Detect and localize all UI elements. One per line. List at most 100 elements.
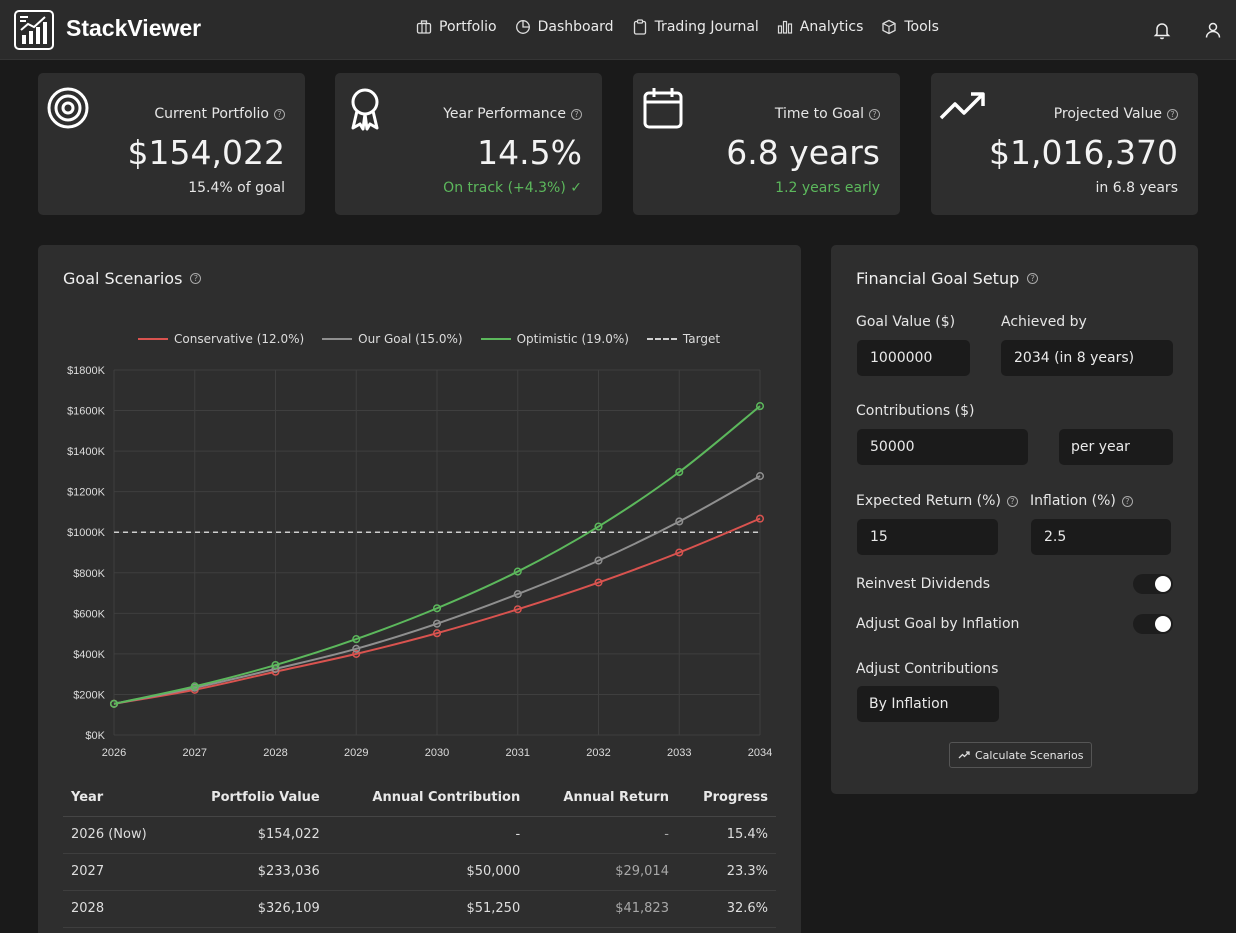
pie-icon bbox=[515, 20, 530, 34]
nav-analytics[interactable]: Analytics bbox=[777, 19, 863, 35]
help-icon[interactable]: ? bbox=[869, 108, 880, 120]
y-tick-label: $0K bbox=[85, 730, 105, 742]
table-cell: $233,036 bbox=[175, 853, 328, 891]
achieved-by-select[interactable]: 2034 (in 8 years) bbox=[1001, 340, 1173, 376]
goal-value-label: Goal Value ($) bbox=[856, 314, 956, 330]
cube-icon bbox=[882, 19, 897, 35]
calendar-icon bbox=[643, 88, 683, 129]
adjust-contributions-label: Adjust Contributions bbox=[856, 661, 999, 677]
legend-item-conservative[interactable]: Conservative (12.0%) bbox=[138, 332, 304, 346]
data-point bbox=[594, 522, 603, 531]
inflation-label: Inflation (%)? bbox=[1030, 493, 1133, 509]
logo-icon[interactable] bbox=[14, 10, 54, 50]
legend-item-optimistic[interactable]: Optimistic (19.0%) bbox=[480, 332, 629, 346]
x-tick-label: 2027 bbox=[183, 747, 207, 759]
y-tick-label: $200K bbox=[73, 689, 105, 701]
x-tick-label: 2028 bbox=[263, 747, 287, 759]
calculate-scenarios-button[interactable]: Calculate Scenarios bbox=[949, 742, 1093, 768]
data-point bbox=[755, 514, 765, 523]
legend-label: Our Goal (15.0%) bbox=[358, 332, 463, 346]
data-point bbox=[755, 402, 765, 411]
goal-scenarios-card: Goal Scenarios? Conservative (12.0%) Our… bbox=[38, 245, 801, 933]
legend-swatch bbox=[480, 338, 511, 340]
contributions-input[interactable]: 50000 bbox=[857, 429, 1028, 465]
stat-card-year-performance: Year Performance? 14.5% On track (+4.3%)… bbox=[335, 73, 602, 215]
y-tick-label: $1600K bbox=[67, 406, 106, 418]
stat-label: Current Portfolio? bbox=[154, 106, 285, 122]
goal-value-input[interactable]: 1000000 bbox=[857, 340, 970, 376]
inflation-input[interactable]: 2.5 bbox=[1031, 519, 1171, 555]
legend-swatch bbox=[646, 338, 677, 340]
achieved-by-label: Achieved by bbox=[1001, 314, 1087, 330]
table-cell: $154,022 bbox=[175, 816, 328, 854]
bell-icon[interactable] bbox=[1152, 20, 1172, 40]
data-point bbox=[513, 605, 522, 614]
expected-return-input[interactable]: 15 bbox=[857, 519, 998, 555]
stat-sub: in 6.8 years bbox=[1095, 180, 1178, 196]
y-tick-label: $1800K bbox=[67, 365, 106, 377]
x-tick-label: 2026 bbox=[102, 747, 126, 759]
table-cell: 2028 bbox=[63, 890, 176, 928]
table-cell: 32.6% bbox=[676, 890, 776, 928]
legend-item-target[interactable]: Target bbox=[646, 332, 720, 346]
main-nav: Portfolio Dashboard Trading Journal Anal… bbox=[416, 19, 939, 35]
table-header: Progress bbox=[676, 780, 776, 817]
table-cell: 2026 (Now) bbox=[63, 816, 176, 854]
series-line-2 bbox=[113, 405, 761, 705]
table-cell: 2027 bbox=[63, 853, 176, 891]
stat-sub: 1.2 years early bbox=[775, 180, 880, 196]
legend-swatch bbox=[138, 338, 168, 340]
legend-item-our-goal[interactable]: Our Goal (15.0%) bbox=[322, 332, 463, 346]
adjust-contributions-select[interactable]: By Inflation bbox=[857, 686, 999, 722]
stat-label: Time to Goal? bbox=[775, 106, 880, 122]
data-point bbox=[432, 604, 442, 613]
x-tick-label: 2034 bbox=[748, 747, 772, 759]
contribution-frequency-select[interactable]: per year bbox=[1059, 429, 1173, 465]
x-tick-label: 2032 bbox=[586, 747, 610, 759]
trending-up-icon bbox=[958, 751, 970, 759]
table-cell: 23.3% bbox=[676, 853, 776, 891]
stat-label-text: Projected Value bbox=[1053, 106, 1162, 122]
y-tick-label: $1000K bbox=[67, 527, 106, 539]
y-tick-label: $800K bbox=[73, 568, 105, 580]
nav-dashboard[interactable]: Dashboard bbox=[515, 19, 614, 35]
help-icon[interactable]: ? bbox=[571, 108, 582, 120]
expected-return-label: Expected Return (%)? bbox=[856, 493, 1018, 509]
briefcase-icon bbox=[416, 20, 432, 34]
table-cell: - bbox=[528, 816, 677, 854]
table-cell: 15.4% bbox=[676, 816, 776, 854]
goal-scenarios-title-text: Goal Scenarios bbox=[63, 269, 183, 288]
nav-trading-journal[interactable]: Trading Journal bbox=[632, 19, 759, 35]
x-tick-label: 2033 bbox=[667, 747, 691, 759]
brand-name[interactable]: StackViewer bbox=[66, 15, 202, 41]
nav-tools[interactable]: Tools bbox=[881, 19, 939, 35]
user-icon[interactable] bbox=[1203, 20, 1223, 40]
help-icon[interactable]: ? bbox=[1027, 273, 1039, 284]
table-row: 2026 (Now) $154,022 - - 15.4% bbox=[63, 816, 776, 854]
toggle-knob bbox=[1155, 576, 1171, 592]
data-point bbox=[352, 649, 361, 658]
help-icon[interactable]: ? bbox=[274, 108, 285, 120]
help-icon[interactable]: ? bbox=[1167, 108, 1178, 120]
stat-value: 6.8 years bbox=[726, 133, 880, 172]
calculate-scenarios-label: Calculate Scenarios bbox=[975, 748, 1084, 762]
inflation-label-text: Inflation (%) bbox=[1030, 493, 1116, 509]
nav-portfolio[interactable]: Portfolio bbox=[416, 19, 497, 35]
help-icon[interactable]: ? bbox=[1121, 495, 1133, 507]
stat-label-text: Current Portfolio bbox=[154, 106, 269, 122]
table-cell: $326,109 bbox=[175, 890, 328, 928]
table-header: Annual Contribution bbox=[327, 780, 529, 817]
x-tick-label: 2030 bbox=[425, 747, 449, 759]
help-icon[interactable]: ? bbox=[190, 273, 202, 284]
stat-sub: On track (+4.3%) ✓ bbox=[443, 180, 582, 196]
data-point bbox=[352, 644, 361, 653]
help-icon[interactable]: ? bbox=[1006, 495, 1018, 507]
y-tick-label: $1200K bbox=[67, 487, 106, 499]
reinvest-dividends-toggle[interactable] bbox=[1133, 574, 1173, 594]
trending-up-icon bbox=[939, 92, 985, 120]
stat-label: Projected Value? bbox=[1054, 106, 1178, 122]
nav-trading-journal-label: Trading Journal bbox=[654, 19, 759, 35]
table-cell: - bbox=[327, 816, 529, 854]
y-tick-label: $400K bbox=[73, 649, 105, 661]
adjust-goal-inflation-toggle[interactable] bbox=[1133, 614, 1173, 634]
